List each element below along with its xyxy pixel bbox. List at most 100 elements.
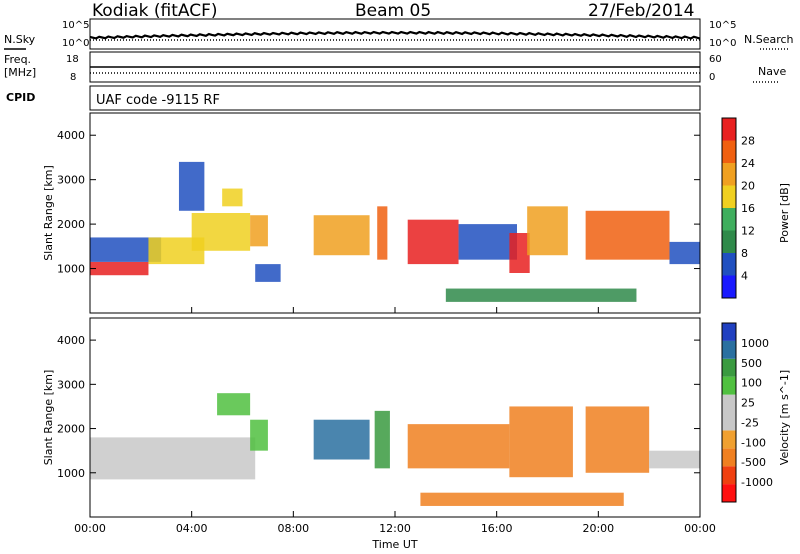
- power-colorbar-bin: [722, 140, 736, 163]
- velocity-blob: [90, 437, 256, 480]
- nave-label: Nave: [758, 65, 787, 78]
- xtick-label: 08:00: [277, 522, 309, 535]
- left-tick-1e5: 10^5: [62, 20, 90, 31]
- xtick-label: 16:00: [481, 522, 513, 535]
- velocity-blob: [509, 406, 573, 478]
- power-colorbar-tick: 28: [741, 135, 755, 148]
- xtick-label: 00:00: [684, 522, 716, 535]
- power-colorbar-tick: 24: [741, 157, 755, 170]
- velocity-colorbar-bin: [722, 358, 736, 377]
- power-ytick-label: 1000: [57, 263, 85, 276]
- power-colorbar-bin: [722, 185, 736, 208]
- power-blob: [178, 161, 205, 211]
- power-ytick-label: 3000: [57, 174, 85, 187]
- date-title: 27/Feb/2014: [588, 1, 695, 21]
- power-ylabel: Slant Range [km]: [42, 165, 55, 261]
- power-blob: [250, 215, 268, 247]
- velocity-colorbar-bin: [722, 376, 736, 395]
- station-title: Kodiak (fitACF): [92, 1, 218, 21]
- left-tick-1e0: 10^0: [62, 38, 90, 49]
- power-colorbar-tick: 8: [741, 247, 748, 260]
- velocity-blob: [313, 419, 370, 460]
- velocity-colorbar-bin: [722, 323, 736, 341]
- velocity-colorbar-tick: -500: [741, 456, 766, 469]
- velocity-colorbar-tick: 25: [741, 397, 755, 410]
- cpid-strip-frame: [89, 85, 701, 111]
- velocity-blob: [250, 419, 268, 451]
- velocity-blob: [585, 406, 650, 473]
- velocity-colorbar-tick: 500: [741, 357, 762, 370]
- power-ytick-label: 4000: [57, 129, 85, 142]
- power-blob: [313, 215, 370, 256]
- power-colorbar-bin: [722, 163, 736, 186]
- velocity-blob: [407, 424, 510, 469]
- xtick-label: 00:00: [74, 522, 106, 535]
- power-blob: [90, 261, 149, 276]
- nsky-line: [89, 30, 701, 40]
- power-colorbar-tick: 12: [741, 225, 755, 238]
- xtick-label: 12:00: [379, 522, 411, 535]
- velocity-ylabel: Slant Range [km]: [42, 370, 55, 466]
- power-blob: [255, 264, 281, 282]
- power-colorbar-bin: [722, 230, 736, 253]
- velocity-blob: [217, 393, 251, 416]
- power-blob: [445, 288, 637, 302]
- freq-label: Freq.: [4, 53, 32, 66]
- mhz-label: [MHz]: [4, 66, 37, 79]
- velocity-colorbar-tick: -1000: [741, 476, 773, 489]
- power-blob: [458, 224, 517, 260]
- velocity-colorbar-bin: [722, 430, 736, 449]
- xtick-label: 20:00: [582, 522, 614, 535]
- power-colorbar-label: Power [dB]: [778, 183, 791, 243]
- freq-tick-bottom: 8: [70, 72, 77, 83]
- power-blob: [377, 206, 388, 260]
- power-blob: [527, 206, 568, 256]
- power-blob: [585, 210, 670, 260]
- velocity-ytick-label: 1000: [57, 467, 85, 480]
- nave-tick-top: 60: [709, 54, 722, 65]
- power-colorbar-bin: [722, 208, 736, 231]
- power-blob: [191, 213, 251, 251]
- right-tick-1e0: 10^0: [709, 38, 737, 49]
- velocity-ytick-label: 3000: [57, 378, 85, 391]
- velocity-colorbar-bin: [722, 340, 736, 359]
- power-colorbar-frame: [721, 117, 737, 299]
- velocity-ytick-label: 4000: [57, 334, 85, 347]
- freq-tick-top: 18: [66, 54, 79, 65]
- power-blob: [669, 241, 700, 265]
- power-colorbar-bin: [722, 253, 736, 276]
- velocity-colorbar-tick: 1000: [741, 337, 769, 350]
- velocity-colorbar-frame: [721, 322, 737, 503]
- velocity-ytick-label: 2000: [57, 423, 85, 436]
- power-blob: [222, 188, 243, 207]
- power-ytick-label: 2000: [57, 218, 85, 231]
- velocity-blob: [420, 492, 624, 506]
- power-blob: [407, 219, 459, 265]
- power-colorbar-tick: 20: [741, 180, 755, 193]
- velocity-colorbar-bin: [722, 484, 736, 502]
- velocity-colorbar-tick: 100: [741, 377, 762, 390]
- xlabel: Time UT: [371, 538, 417, 551]
- beam-title: Beam 05: [355, 1, 432, 21]
- velocity-colorbar-bin: [722, 466, 736, 485]
- nsearch-label: N.Search: [744, 33, 794, 46]
- power-colorbar-bin: [722, 275, 736, 298]
- nave-tick-bottom: 0: [709, 72, 716, 83]
- velocity-colorbar-tick: -100: [741, 436, 766, 449]
- velocity-blob: [374, 410, 390, 469]
- cpid-label: CPID: [6, 91, 36, 104]
- nsky-strip-frame: [89, 18, 701, 50]
- power-colorbar-tick: 4: [741, 270, 748, 283]
- right-tick-1e5: 10^5: [709, 20, 737, 31]
- velocity-colorbar-label: Velocity [m s^-1]: [778, 370, 791, 465]
- power-blob: [509, 233, 530, 273]
- power-colorbar-tick: 16: [741, 202, 755, 215]
- velocity-colorbar-bin: [722, 412, 736, 431]
- velocity-colorbar-bin: [722, 448, 736, 467]
- velocity-colorbar-bin: [722, 394, 736, 413]
- velocity-blob: [649, 450, 700, 469]
- velocity-colorbar-tick: -25: [741, 416, 759, 429]
- power-colorbar-bin: [722, 118, 736, 141]
- cpid-value: UAF code -9115 RF: [96, 93, 220, 108]
